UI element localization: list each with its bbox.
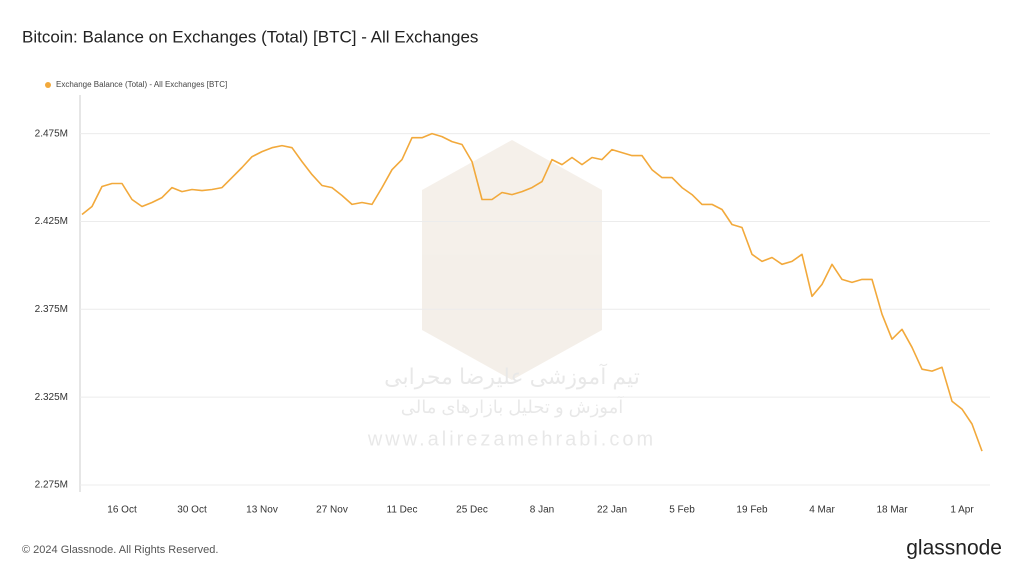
x-tick-label: 27 Nov <box>316 505 348 516</box>
watermark-logo <box>422 140 602 380</box>
x-tick-label: 1 Apr <box>950 505 974 516</box>
watermark: تیم آموزشی علیرضا محرابی آموزش و تحلیل ب… <box>367 140 656 450</box>
data-line <box>81 132 983 452</box>
x-tick-label: 16 Oct <box>107 505 137 516</box>
x-tick-label: 18 Mar <box>876 505 908 516</box>
x-tick-label: 19 Feb <box>736 505 768 516</box>
brand: glassnode <box>906 537 1002 560</box>
x-tick-label: 5 Feb <box>669 505 695 516</box>
legend-label: Exchange Balance (Total) - All Exchanges… <box>56 80 227 89</box>
footer: © 2024 Glassnode. All Rights Reserved. <box>22 544 218 556</box>
x-tick-label: 4 Mar <box>809 505 835 516</box>
watermark-text: www.alirezamehrabi.com <box>367 428 656 450</box>
x-tick-label: 11 Dec <box>387 505 418 516</box>
x-tick-label: 8 Jan <box>530 505 554 516</box>
y-tick-label: 2.325M <box>35 392 68 403</box>
watermark-text: آموزش و تحلیل بازارهای مالی <box>401 395 625 418</box>
x-tick-label: 30 Oct <box>177 505 207 516</box>
chart-title: Bitcoin: Balance on Exchanges (Total) [B… <box>22 27 478 46</box>
x-tick-label: 13 Nov <box>246 505 278 516</box>
y-tick-label: 2.475M <box>35 128 68 139</box>
x-tick-label: 22 Jan <box>597 505 627 516</box>
legend-swatch <box>45 82 51 88</box>
watermark-text: تیم آموزشی علیرضا محرابی <box>384 363 640 390</box>
y-tick-label: 2.275M <box>35 480 68 491</box>
y-tick-label: 2.375M <box>35 304 68 315</box>
x-tick-label: 25 Dec <box>456 505 488 516</box>
y-tick-label: 2.425M <box>35 216 68 227</box>
